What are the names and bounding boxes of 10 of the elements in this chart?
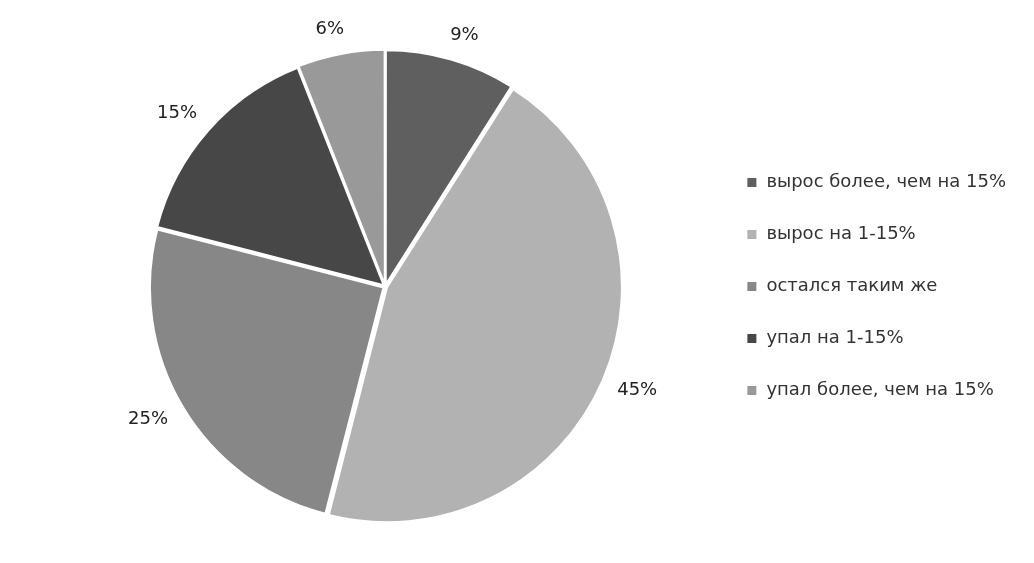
legend-label: упал более, чем на 15%: [766, 378, 994, 400]
legend-label: упал на 1-15%: [766, 326, 904, 348]
legend-label: вырос более, чем на 15%: [766, 170, 1006, 192]
data-label: 15%: [157, 101, 198, 123]
data-label: 45%: [617, 378, 658, 400]
legend-label: вырос на 1-15%: [766, 222, 916, 244]
data-label: 25%: [128, 407, 169, 429]
legend-label: остался таким же: [766, 274, 938, 296]
data-label: 6%: [315, 17, 345, 39]
data-label: 9%: [450, 23, 479, 45]
